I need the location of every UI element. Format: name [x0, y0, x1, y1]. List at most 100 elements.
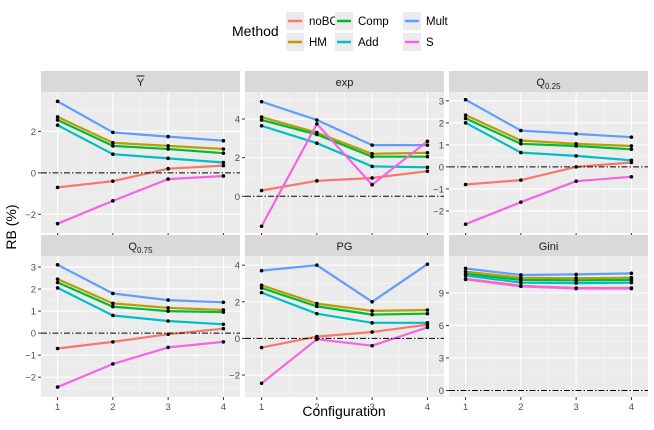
data-point-mult: [629, 135, 634, 139]
legend-label: HM: [309, 37, 327, 49]
data-point-nobc: [370, 330, 374, 334]
data-point-nobc: [55, 185, 60, 190]
data-point-mult: [574, 272, 578, 277]
data-point-add: [463, 273, 468, 278]
data-point-add: [370, 321, 374, 325]
data-point-nobc: [259, 188, 264, 193]
panel-strip: [41, 235, 240, 256]
series-line-mult: [57, 100, 224, 142]
y-tick-label: 3: [439, 96, 444, 107]
data-point-hm: [370, 152, 374, 156]
data-point-add: [111, 152, 115, 157]
x-tick-label: 4: [629, 402, 634, 413]
data-point-s: [519, 284, 523, 289]
panel-title: Q0.25: [536, 77, 561, 91]
data-point-comp: [370, 312, 374, 317]
data-point-mult: [574, 132, 578, 136]
legend-key-hm: HM: [286, 33, 327, 51]
data-point-mult: [55, 99, 60, 104]
series-line-nobc: [261, 170, 428, 192]
y-tick-label: 4: [235, 115, 240, 126]
data-point-add: [259, 124, 264, 128]
series-line-hm: [465, 270, 632, 280]
data-point-comp: [629, 147, 634, 152]
data-point-s: [463, 277, 468, 282]
data-point-hm: [111, 141, 115, 145]
data-point-hm: [111, 301, 115, 306]
y-tick-label: 1: [31, 307, 36, 318]
series-line-comp: [57, 281, 224, 314]
legend: Method noBC Comp Mult HM Add S: [232, 12, 449, 51]
legend-key-comp: Comp: [335, 12, 389, 30]
data-point-s: [111, 362, 115, 366]
legend-label: Mult: [426, 16, 449, 28]
data-point-mult: [111, 291, 115, 296]
series-line-nobc: [57, 164, 224, 189]
data-point-s: [221, 340, 226, 344]
series-line-comp: [261, 118, 428, 158]
data-point-hm: [315, 301, 319, 306]
series-line-add: [57, 124, 224, 164]
data-point-hm: [55, 277, 60, 281]
y-tick-label: 0: [235, 192, 240, 203]
data-point-mult: [315, 263, 319, 267]
legend-key-s: S: [403, 33, 434, 51]
data-point-nobc: [166, 166, 170, 171]
data-point-nobc: [370, 176, 374, 180]
series-line-comp: [57, 119, 224, 155]
series-line-s: [260, 122, 429, 227]
y-tick-label: −1: [25, 351, 36, 362]
data-point-mult: [629, 271, 634, 276]
x-tick-label: 1: [463, 402, 468, 413]
y-axis-title: RB (%): [3, 204, 19, 249]
y-tick-label: 0: [235, 334, 240, 345]
data-point-hm: [425, 151, 430, 155]
y-tick-label: 2: [235, 153, 240, 164]
data-point-comp: [166, 309, 170, 313]
data-point-add: [166, 319, 170, 323]
legend-label: noBC: [309, 16, 338, 28]
data-point-s: [519, 200, 523, 204]
data-point-hm: [519, 138, 523, 143]
data-point-comp: [519, 278, 523, 282]
data-point-mult: [166, 134, 170, 139]
y-tick-label: 2: [439, 118, 444, 129]
panel-title: Gini: [539, 241, 559, 253]
panel-title: PG: [337, 241, 353, 253]
y-tick-label: 2: [31, 127, 36, 138]
y-tick-label: −2: [25, 373, 36, 384]
series-line-mult: [465, 267, 632, 277]
data-point-hm: [166, 305, 170, 310]
x-tick-label: 3: [165, 402, 170, 413]
data-point-mult: [425, 262, 430, 267]
y-tick-label: 3: [439, 353, 444, 364]
data-point-comp: [370, 154, 374, 159]
panel-title: exp: [336, 77, 354, 89]
series-line-mult: [261, 100, 428, 147]
y-tick-label: 6: [439, 321, 444, 332]
data-point-s: [259, 224, 264, 229]
data-point-nobc: [315, 334, 319, 339]
data-point-add: [629, 280, 634, 285]
data-point-s: [629, 286, 634, 291]
data-point-s: [370, 343, 374, 348]
panel: Y−2021234: [25, 71, 240, 249]
x-tick-label: 3: [369, 402, 374, 413]
series-line-hm: [465, 114, 632, 148]
data-point-hm: [221, 147, 226, 151]
data-point-mult: [221, 138, 226, 143]
data-point-nobc: [315, 179, 319, 183]
legend-label: Add: [358, 37, 378, 49]
data-point-comp: [221, 310, 226, 314]
series-line-mult: [261, 263, 429, 303]
series-line-s: [465, 175, 632, 226]
legend-key-nobc: noBC: [286, 12, 338, 30]
series-line-mult: [57, 263, 224, 304]
data-point-mult: [259, 99, 264, 104]
panel-strip: [41, 71, 240, 92]
y-tick-label: −2: [433, 206, 444, 217]
data-point-add: [370, 164, 374, 169]
